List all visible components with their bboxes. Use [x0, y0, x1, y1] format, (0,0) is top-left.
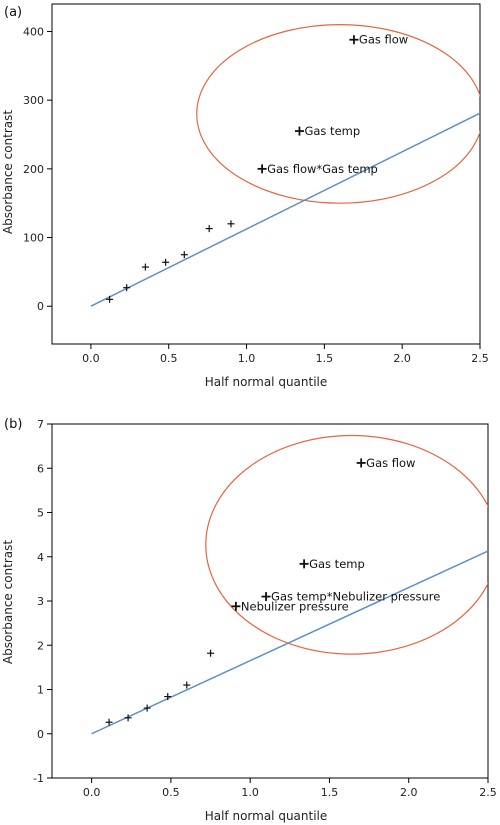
- x-tick-label-b-5: 2.5: [479, 786, 497, 799]
- x-tick-label-b-2: 1.0: [241, 786, 259, 799]
- highlight-ellipse-b: [205, 434, 488, 655]
- data-point-b-2: [143, 704, 151, 712]
- y-tick-label-b-4: 3: [37, 595, 44, 608]
- data-point-a-8: [294, 126, 304, 136]
- x-axis-title-b: Half normal quantile: [205, 809, 328, 823]
- y-tick-label-a-4: 400: [23, 25, 44, 38]
- y-tick-label-a-0: 0: [37, 300, 44, 313]
- fit-line-b: [91, 550, 488, 735]
- data-point-a-1: [123, 284, 131, 292]
- point-label-a-9: Gas flow: [359, 33, 408, 47]
- highlight-ellipse-a: [196, 24, 480, 204]
- data-point-a-2: [141, 263, 149, 271]
- x-tick-label-a-0: 0.0: [82, 352, 100, 365]
- y-tick-label-b-0: -1: [33, 772, 44, 785]
- data-point-b-8: [299, 559, 309, 569]
- y-tick-label-a-2: 200: [23, 163, 44, 176]
- data-point-a-3: [162, 258, 170, 266]
- x-tick-label-b-0: 0.0: [83, 786, 101, 799]
- data-point-b-5: [207, 649, 215, 657]
- plot-frame-a: [51, 3, 481, 345]
- data-point-b-9: [356, 458, 366, 468]
- data-point-b-6: [231, 601, 241, 611]
- data-point-b-4: [183, 681, 191, 689]
- point-label-b-8: Gas temp: [309, 557, 365, 571]
- x-tick-label-b-1: 0.5: [162, 786, 180, 799]
- data-point-a-0: [106, 295, 114, 303]
- y-tick-label-a-3: 300: [23, 94, 44, 107]
- x-tick-label-a-2: 1.0: [238, 352, 256, 365]
- point-label-b-6: Nebulizer pressure: [241, 599, 349, 613]
- y-tick-label-b-7: 6: [37, 462, 44, 475]
- panel-label-b: (b): [4, 417, 22, 432]
- y-tick-label-b-5: 4: [37, 551, 44, 564]
- data-point-b-7: [261, 592, 271, 602]
- x-tick-label-b-4: 2.0: [400, 786, 418, 799]
- y-tick-label-b-1: 0: [37, 728, 44, 741]
- y-axis-title-b: Absorbance contrast: [1, 540, 15, 665]
- panel-label-a: (a): [4, 5, 22, 20]
- data-point-a-5: [205, 225, 213, 233]
- chart-a: (a) 0.0 0.5 1.0 1.5 2.0 2.5 0 100 200 300 400 Gas f…: [1, 3, 489, 389]
- y-tick-label-b-6: 5: [37, 507, 44, 520]
- x-tick-label-b-3: 1.5: [321, 786, 339, 799]
- data-point-b-3: [164, 693, 172, 701]
- point-label-b-7: Gas temp*Nebulizer pressure: [271, 590, 440, 604]
- data-point-b-1: [124, 714, 132, 722]
- x-tick-label-a-5: 2.5: [471, 352, 489, 365]
- x-tick-label-a-1: 0.5: [160, 352, 178, 365]
- point-label-b-9: Gas flow: [366, 456, 415, 470]
- plot-area-b: 0.0 0.5 1.0 1.5 2.0 2.5 -1 0 1 2 3 4 5 6 7 Nebulizer pr…: [33, 418, 497, 799]
- y-tick-label-b-2: 1: [37, 684, 44, 697]
- y-tick-label-a-1: 100: [23, 232, 44, 245]
- y-tick-label-b-8: 7: [37, 418, 44, 431]
- x-tick-label-a-4: 2.0: [393, 352, 411, 365]
- x-tick-label-a-3: 1.5: [316, 352, 334, 365]
- fit-line-a: [90, 112, 480, 307]
- y-axis-title-a: Absorbance contrast: [1, 110, 15, 235]
- chart-b: (b) 0.0 0.5 1.0 1.5 2.0 2.5 -1 0 1 2 3 4 5 6 7 Nebulize…: [1, 417, 497, 823]
- data-point-a-9: [349, 35, 359, 45]
- data-point-a-6: [227, 220, 235, 228]
- point-label-a-7: Gas flow*Gas temp: [267, 162, 378, 176]
- data-point-a-4: [180, 251, 188, 259]
- y-tick-label-b-3: 2: [37, 639, 44, 652]
- x-axis-title-a: Half normal quantile: [205, 375, 328, 389]
- plot-area-a: 0.0 0.5 1.0 1.5 2.0 2.5 0 100 200 300 400 Gas flow*…: [23, 3, 489, 365]
- data-point-a-7: [257, 164, 267, 174]
- point-label-a-8: Gas temp: [304, 124, 360, 138]
- data-point-b-0: [105, 718, 113, 726]
